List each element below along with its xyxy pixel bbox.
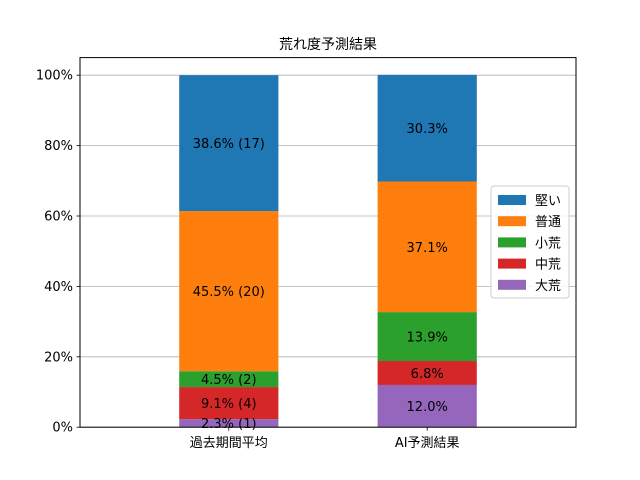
legend-label: 堅い bbox=[535, 194, 561, 209]
legend-label: 中荒 bbox=[535, 258, 561, 273]
legend-swatch bbox=[498, 216, 526, 227]
legend-swatch bbox=[498, 258, 526, 269]
legend-swatch bbox=[498, 237, 526, 248]
bar-segment bbox=[179, 371, 279, 388]
legend-swatch bbox=[498, 279, 526, 290]
legend-swatch bbox=[498, 195, 526, 205]
bar-segment bbox=[377, 74, 477, 182]
x-tick-label: AI予測結果 bbox=[395, 436, 460, 451]
y-tick-label: 20% bbox=[44, 350, 73, 365]
bar-segment bbox=[179, 387, 279, 420]
bars bbox=[179, 74, 477, 428]
y-tick-label: 40% bbox=[44, 280, 73, 295]
chart-title: 荒れ度予測結果 bbox=[279, 37, 377, 53]
bar-value-label: 13.9% bbox=[407, 331, 448, 346]
plot-frame bbox=[79, 57, 577, 428]
legend-label: 大荒 bbox=[535, 279, 561, 294]
bar-value-label: 37.1% bbox=[407, 241, 448, 256]
bar-value-label: 12.0% bbox=[407, 400, 448, 415]
bar-value-label: 9.1% (4) bbox=[201, 397, 257, 412]
bar-value-label: 6.8% bbox=[411, 367, 444, 382]
legend-label: 小荒 bbox=[535, 236, 561, 251]
legend-label: 普通 bbox=[535, 215, 561, 230]
x-tick-label: 過去期間平均 bbox=[190, 436, 268, 451]
axes: 0% 20% 40% 60% 80% 100% 過去期間平均 AI予測結果 bbox=[36, 69, 460, 452]
y-tick-label: 80% bbox=[44, 139, 73, 154]
bar-segment bbox=[179, 75, 279, 212]
bar-segment bbox=[377, 312, 477, 362]
bar-value-label: 2.3% (1) bbox=[201, 417, 257, 432]
y-tick-label: 100% bbox=[36, 69, 73, 84]
bar-segment bbox=[179, 419, 279, 428]
bar-segment bbox=[377, 361, 477, 385]
y-tick-label: 0% bbox=[52, 421, 73, 436]
y-tick-label: 60% bbox=[44, 210, 73, 225]
bar-value-label: 38.6% (17) bbox=[193, 137, 265, 152]
bar-segment bbox=[377, 181, 477, 313]
bar-value-label: 4.5% (2) bbox=[201, 373, 257, 388]
bar-value-label: 45.5% (20) bbox=[193, 285, 265, 300]
bar-segment bbox=[179, 211, 279, 372]
bar-segment bbox=[377, 384, 477, 428]
bar-value-label: 30.3% bbox=[407, 122, 448, 137]
data-labels: 2.3% (1) 12.0% 9.1% (4) 6.8% 4.5% (2) 13.9% 45… bbox=[193, 122, 448, 432]
legend-frame bbox=[490, 185, 570, 299]
